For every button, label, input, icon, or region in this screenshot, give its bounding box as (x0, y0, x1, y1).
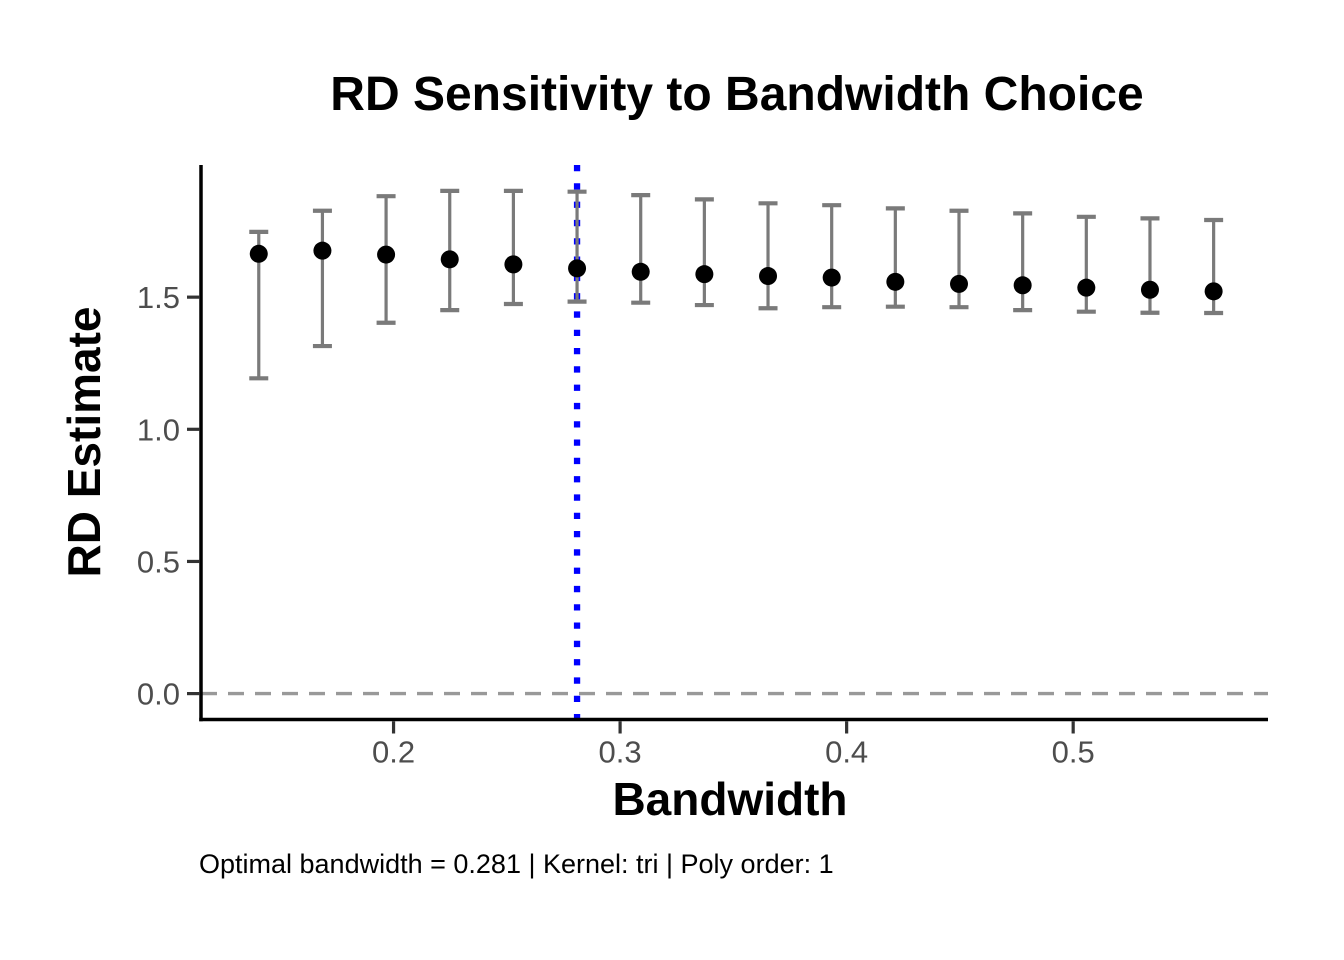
chart-title: RD Sensitivity to Bandwidth Choice (330, 68, 1143, 121)
data-point (313, 241, 332, 260)
data-point (759, 267, 778, 286)
data-point (377, 245, 396, 264)
y-tick-label: 0.5 (137, 544, 180, 579)
data-point (1013, 276, 1032, 295)
data-points-group (249, 241, 1223, 301)
data-point (440, 250, 459, 269)
x-tick-label: 0.3 (599, 735, 642, 770)
data-point (504, 255, 523, 274)
data-point (249, 244, 268, 263)
y-axis-title: RD Estimate (58, 307, 110, 578)
y-tick-label: 0.0 (137, 677, 180, 712)
data-point (568, 259, 587, 278)
reference-lines-group (201, 165, 1268, 720)
data-point (631, 262, 650, 281)
x-tick-label: 0.4 (825, 735, 868, 770)
error-bars-group (249, 188, 1224, 381)
tick-labels-group: 0.0 0.5 1.0 1.5 0.2 0.3 0.4 0.5 (137, 280, 1095, 769)
data-point (950, 274, 969, 293)
x-tick-label: 0.5 (1052, 735, 1095, 770)
x-axis-title: Bandwidth (612, 773, 847, 825)
data-point (1077, 278, 1096, 297)
x-tick-label: 0.2 (372, 735, 415, 770)
data-point (1140, 280, 1159, 299)
data-point (822, 268, 841, 287)
ticks-group (187, 295, 1075, 734)
axes-group (199, 165, 1268, 722)
y-tick-label: 1.5 (137, 280, 180, 315)
caption: Optimal bandwidth = 0.281 | Kernel: tri … (199, 849, 834, 879)
data-point (1204, 282, 1223, 301)
y-tick-label: 1.0 (137, 412, 180, 447)
data-point (695, 265, 714, 284)
data-point (886, 272, 905, 291)
